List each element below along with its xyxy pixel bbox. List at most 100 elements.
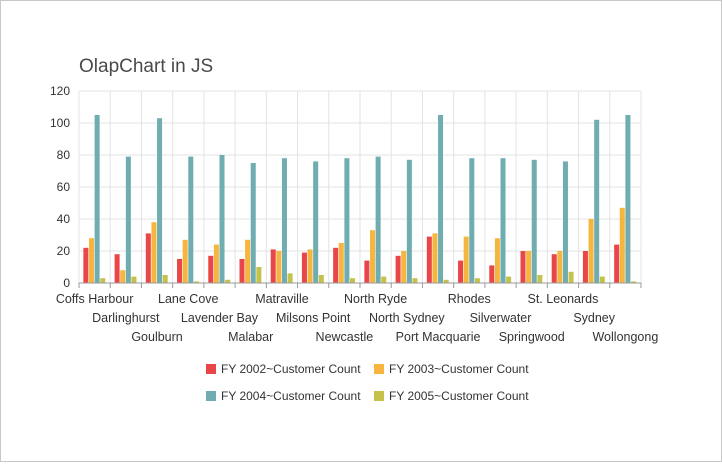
bar <box>588 219 594 283</box>
x-tick-label: Rhodes <box>448 292 491 306</box>
bar <box>619 207 625 283</box>
bar <box>94 115 100 283</box>
axes: 0 20 40 60 80 100 120 Coffs Harbour Darlinghurst… <box>50 84 658 344</box>
bar <box>562 161 568 283</box>
x-tick-label: Silverwater <box>470 311 532 325</box>
x-tick-label: Darlinghurst <box>92 311 160 325</box>
bar <box>344 158 350 283</box>
x-tick-label: Goulburn <box>131 330 182 344</box>
legend-swatch <box>206 364 216 374</box>
bar <box>120 270 126 283</box>
bar <box>599 276 605 283</box>
bar <box>151 222 157 283</box>
legend-label: FY 2002~Customer Count <box>221 362 361 376</box>
bar <box>177 259 183 283</box>
x-tick-label: North Ryde <box>344 292 407 306</box>
y-tick-label: 0 <box>63 276 70 290</box>
x-tick-label: Coffs Harbour <box>56 292 134 306</box>
bar <box>213 244 219 283</box>
x-tick-label: Port Macquarie <box>396 330 481 344</box>
bar <box>270 249 276 283</box>
bar <box>432 233 438 283</box>
bar <box>537 275 543 283</box>
bar <box>318 275 324 283</box>
x-tick-label: Lavender Bay <box>181 311 259 325</box>
bar <box>531 159 537 283</box>
bar <box>125 156 131 283</box>
x-tick-label: Springwood <box>499 330 565 344</box>
bar <box>443 279 449 283</box>
bar <box>100 278 106 283</box>
bar <box>401 251 407 283</box>
bar <box>369 230 376 283</box>
bar <box>131 276 137 283</box>
x-tick-label: St. Leonards <box>527 292 598 306</box>
bar <box>474 278 480 283</box>
legend-label: FY 2004~Customer Count <box>221 389 361 403</box>
bar <box>594 119 600 283</box>
y-tick-label: 80 <box>57 148 71 162</box>
bar <box>276 251 282 283</box>
chart-title: OlapChart in JS <box>79 56 213 77</box>
bar <box>614 244 620 283</box>
bar <box>182 239 188 283</box>
bar <box>500 158 506 283</box>
bar <box>333 247 339 283</box>
bar <box>395 255 401 283</box>
bar <box>412 278 418 283</box>
legend-swatch <box>374 391 384 401</box>
x-tick-label: Newcastle <box>316 330 374 344</box>
bar <box>157 118 163 283</box>
legend-swatch <box>374 364 384 374</box>
x-tick-label: Lane Cove <box>158 292 219 306</box>
legend-label: FY 2005~Customer Count <box>389 389 529 403</box>
bar <box>526 251 532 283</box>
bar <box>307 249 313 283</box>
bar <box>338 243 344 283</box>
bar <box>193 281 199 283</box>
grid-lines <box>78 90 642 283</box>
bar <box>551 254 557 283</box>
bar <box>625 115 631 283</box>
y-tick-label: 20 <box>57 244 71 258</box>
bar <box>406 159 412 283</box>
bar <box>489 265 495 283</box>
x-tick-label: Malabar <box>228 330 273 344</box>
bar-series <box>83 115 637 283</box>
y-tick-label: 60 <box>57 180 71 194</box>
bar <box>463 236 469 283</box>
bar <box>225 279 231 283</box>
bar <box>145 233 151 283</box>
bar <box>520 251 526 283</box>
bar <box>506 276 512 283</box>
bar <box>88 238 95 283</box>
bar <box>381 276 387 283</box>
bar <box>469 158 475 283</box>
bar <box>375 156 381 283</box>
bar <box>438 115 444 283</box>
bar <box>250 163 256 283</box>
bar <box>287 273 293 283</box>
bar <box>350 278 356 283</box>
bar <box>301 252 307 283</box>
bar <box>364 260 370 283</box>
y-tick-label: 40 <box>57 212 71 226</box>
bar <box>631 281 637 283</box>
x-tick-label: Wollongong <box>592 330 658 344</box>
bar <box>426 236 432 283</box>
bar <box>114 254 120 283</box>
bar <box>83 247 89 283</box>
bar <box>239 259 245 283</box>
legend: FY 2002~Customer Count FY 2003~Customer C… <box>206 362 529 403</box>
bar <box>557 251 563 283</box>
legend-swatch <box>206 391 216 401</box>
bar <box>582 251 588 283</box>
x-tick-label: Milsons Point <box>276 311 351 325</box>
x-tick-label: North Sydney <box>369 311 445 325</box>
bar <box>245 239 251 283</box>
bar <box>313 161 319 283</box>
bar <box>208 255 214 283</box>
bar <box>494 238 500 283</box>
